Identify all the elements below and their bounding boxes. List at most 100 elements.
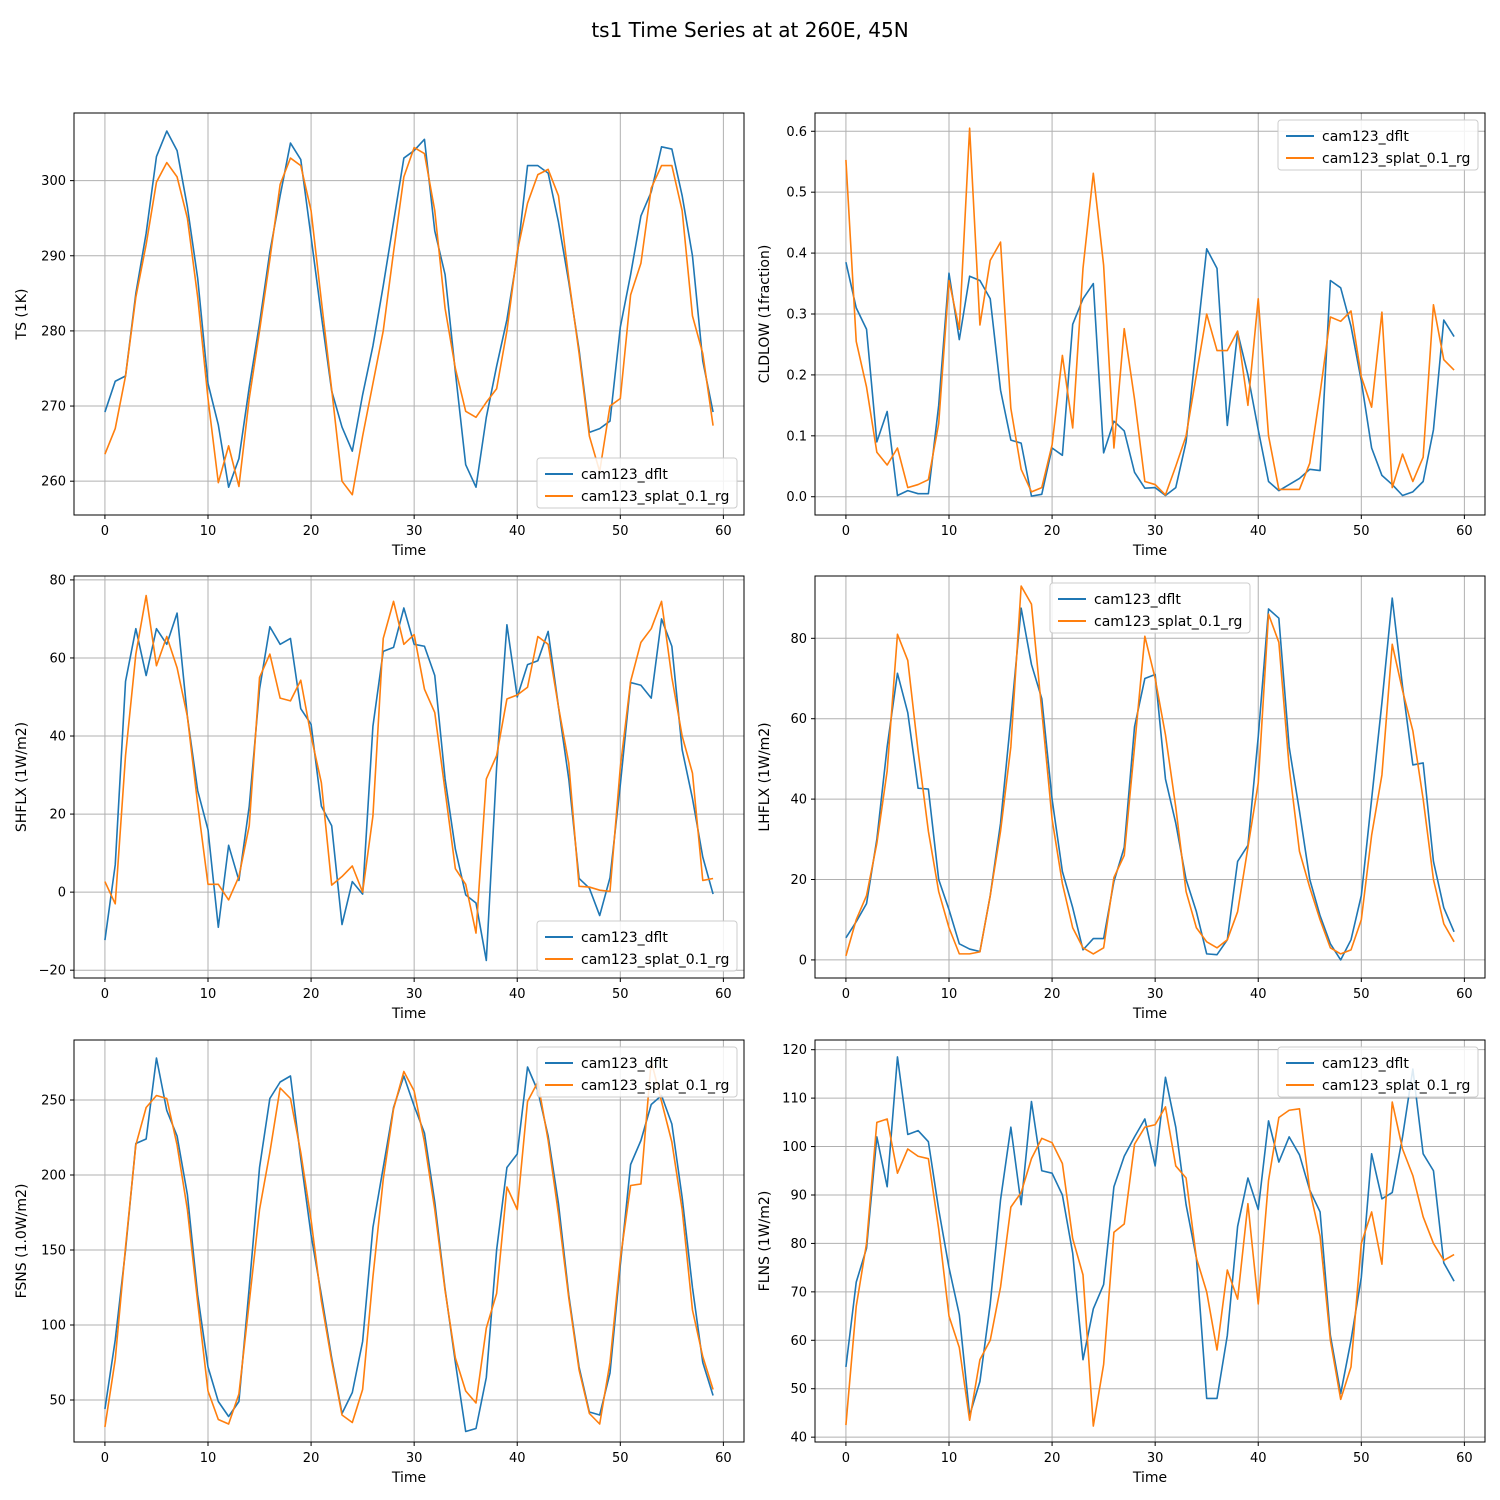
- series-line-cam123_dflt: [104, 1057, 714, 1433]
- series-line-cam123_dflt: [845, 1056, 1455, 1417]
- y-tick-label: −20: [39, 964, 66, 979]
- x-tick-label: 10: [941, 524, 958, 539]
- axes-frame: [73, 1039, 745, 1443]
- subplot-2: 0 10 20 30 40 50 60 0.0 0.1 0.2 0.3 0.4 0.5 0.6 Time CL…: [757, 112, 1486, 559]
- y-tick-label: 20: [790, 873, 807, 888]
- x-tick-label: 50: [612, 524, 629, 539]
- x-axis-label: Time: [391, 1006, 426, 1022]
- series-line-cam123_splat_0.1_rg: [104, 594, 714, 934]
- axes-frame: [814, 1039, 1486, 1443]
- x-tick-label: 30: [1147, 987, 1164, 1002]
- y-tick-label: 40: [790, 793, 807, 808]
- series-line-cam123_splat_0.1_rg: [845, 1101, 1455, 1427]
- series-line-cam123_splat_0.1_rg: [845, 585, 1455, 957]
- x-tick-label: 40: [1250, 1451, 1267, 1466]
- x-tick-label: 20: [1044, 524, 1061, 539]
- x-tick-label: 20: [1044, 1451, 1061, 1466]
- y-tick-label: 0.5: [786, 186, 807, 201]
- y-tick-label: 40: [790, 1431, 807, 1446]
- x-axis-label: Time: [391, 1470, 426, 1486]
- y-tick-label: 20: [49, 808, 66, 823]
- legend: cam123_dflt cam123_splat_0.1_rg: [1277, 1046, 1479, 1098]
- x-axis-label: Time: [1132, 1470, 1167, 1486]
- x-tick-label: 50: [1353, 1451, 1370, 1466]
- x-tick-label: 40: [509, 524, 526, 539]
- legend-box: [536, 1046, 738, 1098]
- x-tick-label: 20: [303, 1451, 320, 1466]
- x-axis-label: Time: [1132, 1006, 1167, 1022]
- x-tick-label: 0: [842, 987, 850, 1002]
- x-tick-label: 60: [715, 524, 732, 539]
- y-tick-label: 60: [790, 1334, 807, 1349]
- y-tick-label: 120: [782, 1043, 807, 1058]
- y-axis-label: FSNS (1.0W/m2): [14, 1184, 30, 1299]
- y-axis-label: TS (1K): [14, 289, 30, 341]
- x-tick-label: 60: [1456, 1451, 1473, 1466]
- legend-label: cam123_splat_0.1_rg: [581, 952, 729, 968]
- y-tick-label: 280: [41, 324, 66, 339]
- x-tick-label: 30: [406, 1451, 423, 1466]
- y-tick-label: 290: [41, 249, 66, 264]
- x-axis-label: Time: [1132, 543, 1167, 559]
- x-tick-label: 40: [1250, 987, 1267, 1002]
- legend-box: [536, 457, 738, 509]
- legend-label: cam123_dflt: [581, 1056, 668, 1072]
- y-axis-label: FLNS (1W/m2): [757, 1191, 773, 1292]
- legend: cam123_dflt cam123_splat_0.1_rg: [536, 457, 738, 509]
- x-tick-label: 0: [101, 1451, 109, 1466]
- y-tick-label: 60: [49, 651, 66, 666]
- x-tick-label: 10: [941, 987, 958, 1002]
- subplot-5: 0 10 20 30 40 50 60 50 100 150 200 250 Time FSNS (1.0…: [14, 1039, 745, 1486]
- x-tick-label: 30: [1147, 1451, 1164, 1466]
- y-tick-label: 0.3: [786, 308, 807, 323]
- y-tick-label: 80: [49, 573, 66, 588]
- legend: cam123_dflt cam123_splat_0.1_rg: [536, 920, 738, 972]
- x-tick-label: 30: [1147, 524, 1164, 539]
- legend-label: cam123_splat_0.1_rg: [581, 1078, 729, 1094]
- x-tick-label: 60: [715, 987, 732, 1002]
- axes-frame: [73, 112, 745, 516]
- y-axis-label: SHFLX (1W/m2): [14, 722, 30, 832]
- y-tick-label: 60: [790, 712, 807, 727]
- x-tick-label: 40: [509, 1451, 526, 1466]
- x-tick-label: 50: [1353, 987, 1370, 1002]
- x-tick-label: 30: [406, 524, 423, 539]
- y-tick-label: 100: [41, 1319, 66, 1334]
- x-tick-label: 60: [1456, 987, 1473, 1002]
- y-tick-label: 0.0: [786, 490, 807, 505]
- x-tick-label: 10: [200, 1451, 217, 1466]
- subplot-4: 0 10 20 30 40 50 60 0 20 40 60 80 Time LHFLX (1W/m2) c…: [757, 575, 1486, 1022]
- subplot-6: 0 10 20 30 40 50 60 40 50 60 70 80 90 100 110 120 Time FL…: [757, 1039, 1486, 1486]
- legend-box: [1049, 582, 1251, 634]
- x-tick-label: 0: [842, 1451, 850, 1466]
- x-tick-label: 40: [509, 987, 526, 1002]
- x-tick-label: 50: [612, 987, 629, 1002]
- y-tick-label: 260: [41, 475, 66, 490]
- legend: cam123_dflt cam123_splat_0.1_rg: [1049, 582, 1251, 634]
- legend-label: cam123_dflt: [1322, 129, 1409, 145]
- y-tick-label: 50: [790, 1382, 807, 1397]
- x-axis-label: Time: [391, 543, 426, 559]
- legend-box: [536, 920, 738, 972]
- subplot-1: 0 10 20 30 40 50 60 260 270 280 290 300 Time TS (1K) c…: [14, 112, 745, 559]
- legend-box: [1277, 1046, 1479, 1098]
- legend-label: cam123_splat_0.1_rg: [1322, 1078, 1470, 1094]
- y-axis-label: CLDLOW (1fraction): [757, 245, 773, 384]
- y-tick-label: 50: [49, 1394, 66, 1409]
- y-tick-label: 110: [782, 1092, 807, 1107]
- y-tick-label: 70: [790, 1285, 807, 1300]
- y-tick-label: 270: [41, 400, 66, 415]
- y-tick-label: 100: [782, 1140, 807, 1155]
- y-tick-label: 0.1: [786, 429, 807, 444]
- y-tick-label: 200: [41, 1169, 66, 1184]
- x-tick-label: 60: [715, 1451, 732, 1466]
- legend-label: cam123_dflt: [1322, 1056, 1409, 1072]
- series-line-cam123_splat_0.1_rg: [845, 127, 1455, 496]
- series-line-cam123_dflt: [845, 597, 1455, 961]
- y-tick-label: 0.2: [786, 368, 807, 383]
- y-tick-label: 80: [790, 632, 807, 647]
- y-axis-label: LHFLX (1W/m2): [757, 722, 773, 831]
- x-tick-label: 10: [941, 1451, 958, 1466]
